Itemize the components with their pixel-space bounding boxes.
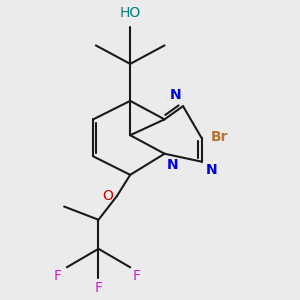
Text: N: N — [167, 158, 179, 172]
Text: Br: Br — [211, 130, 228, 143]
Text: N: N — [206, 163, 217, 177]
Text: O: O — [102, 189, 113, 203]
Text: F: F — [94, 280, 103, 295]
Text: HO: HO — [120, 6, 141, 20]
Text: F: F — [53, 268, 62, 283]
Text: F: F — [133, 268, 141, 283]
Text: N: N — [170, 88, 182, 102]
